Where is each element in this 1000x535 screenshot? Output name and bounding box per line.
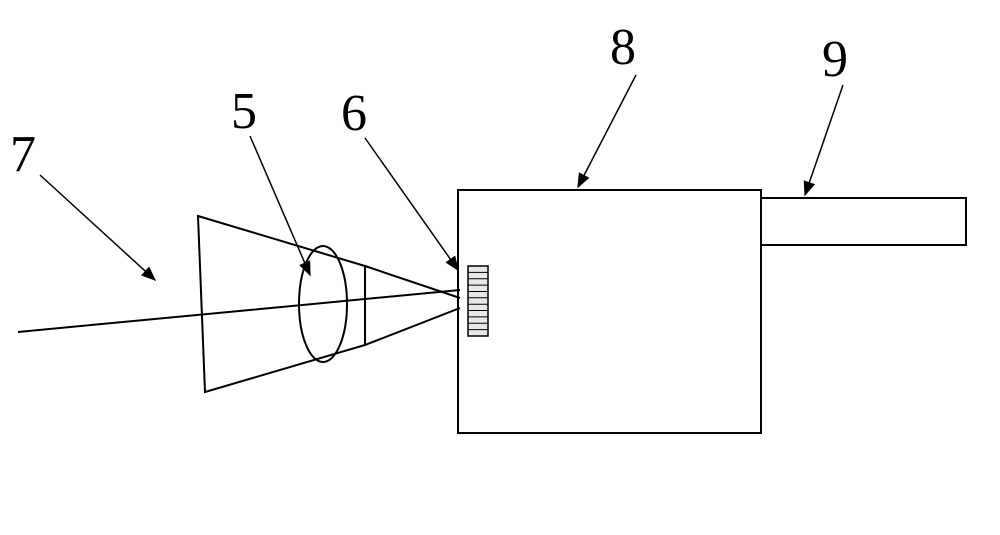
- diagram-container: 7 5 6 8 9: [0, 0, 1000, 530]
- cone-outer: [198, 216, 365, 392]
- arrow-8: [578, 75, 636, 187]
- optical-axis: [18, 290, 460, 332]
- arrow-5: [250, 136, 310, 275]
- cone-tip: [365, 266, 460, 345]
- arrow-7: [40, 175, 155, 280]
- label-7: 7: [10, 125, 36, 184]
- sensor-array: [468, 266, 488, 336]
- arrow-6: [365, 138, 458, 270]
- main-box: [458, 190, 761, 433]
- schematic-svg: [0, 0, 1000, 530]
- side-box: [761, 198, 966, 245]
- label-6: 6: [341, 84, 367, 143]
- label-5: 5: [231, 82, 257, 141]
- arrow-9: [805, 85, 843, 195]
- label-9: 9: [822, 30, 848, 89]
- label-8: 8: [610, 18, 636, 77]
